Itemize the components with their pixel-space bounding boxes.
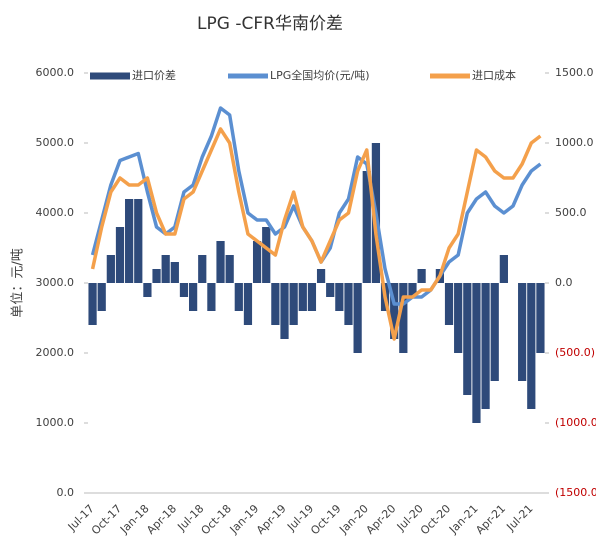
bar — [536, 283, 545, 353]
x-tick-label: Jan-18 — [117, 502, 152, 537]
bar — [289, 283, 298, 325]
bar — [207, 283, 216, 311]
x-tick-label: Apr-21 — [473, 502, 508, 537]
bar — [344, 283, 353, 325]
y2-tick-label: 500.0 — [555, 206, 587, 219]
y2-tick-label: (1500.0) — [555, 486, 596, 499]
x-tick-label: Oct-20 — [418, 502, 453, 537]
bar — [408, 283, 417, 297]
x-tick-label: Apr-18 — [144, 502, 179, 537]
y-tick-label: 1000.0 — [36, 416, 75, 429]
x-tick-label: Apr-19 — [254, 502, 289, 537]
bar — [463, 283, 472, 395]
bar — [335, 283, 344, 311]
bar — [399, 283, 408, 353]
bar — [179, 283, 189, 297]
x-tick-label: Jul-21 — [504, 502, 536, 534]
bar — [362, 171, 371, 283]
bar — [527, 283, 536, 409]
y-tick-label: 3000.0 — [36, 276, 75, 289]
y-tick-label: 5000.0 — [36, 136, 75, 149]
bar — [353, 283, 362, 353]
bar — [481, 283, 490, 409]
x-tick-label: Jan-21 — [446, 502, 481, 537]
bar — [88, 283, 97, 325]
bar — [188, 283, 198, 311]
bar — [472, 283, 481, 423]
bar — [454, 283, 463, 353]
bar — [170, 262, 179, 283]
y-tick-label: 2000.0 — [36, 346, 75, 359]
x-tick-label: Oct-17 — [89, 502, 124, 537]
bar — [161, 255, 170, 283]
bar — [252, 241, 262, 283]
x-tick-label: Jan-19 — [227, 502, 262, 537]
bar — [499, 255, 508, 283]
bar — [390, 283, 399, 339]
bar — [234, 283, 243, 311]
bar — [417, 269, 426, 283]
bar — [143, 283, 152, 297]
bar — [271, 283, 280, 325]
y2-tick-label: 0.0 — [555, 276, 573, 289]
bar — [298, 283, 307, 311]
line — [90, 127, 542, 341]
bar — [262, 227, 271, 283]
chart-title: LPG -CFR华南价差 — [197, 14, 343, 34]
y-axis-label: 单位：元/吨 — [11, 248, 26, 317]
bar — [316, 269, 326, 283]
bar — [134, 199, 143, 283]
x-tick-label: Jan-20 — [336, 502, 371, 537]
y-tick-label: 0.0 — [57, 486, 75, 499]
x-tick-label: Apr-20 — [364, 502, 399, 537]
bar — [106, 255, 115, 283]
bar — [216, 241, 225, 283]
bar — [444, 283, 454, 325]
x-tick-label: Oct-18 — [199, 502, 234, 537]
y-tick-label: 6000.0 — [36, 66, 75, 79]
bar — [280, 283, 289, 339]
x-tick-label: Oct-19 — [308, 502, 343, 537]
legend-label: LPG全国均价(元/吨) — [270, 68, 370, 82]
bar — [225, 255, 234, 283]
bar — [243, 283, 253, 325]
legend-label: 进口价差 — [132, 68, 176, 82]
bar — [307, 283, 317, 311]
bar — [125, 199, 134, 283]
bar — [198, 255, 207, 283]
bar — [97, 283, 106, 311]
y2-tick-label: 1000.0 — [555, 136, 594, 149]
bar — [490, 283, 499, 381]
legend-label: 进口成本 — [472, 68, 516, 82]
y2-tick-label: (1000.0) — [555, 416, 596, 429]
bar — [518, 283, 527, 381]
bar — [152, 269, 161, 283]
y2-tick-label: 1500.0 — [555, 66, 594, 79]
bar — [326, 283, 335, 297]
y-tick-label: 4000.0 — [36, 206, 75, 219]
y2-tick-label: (500.0) — [555, 346, 595, 359]
bar — [115, 227, 125, 283]
